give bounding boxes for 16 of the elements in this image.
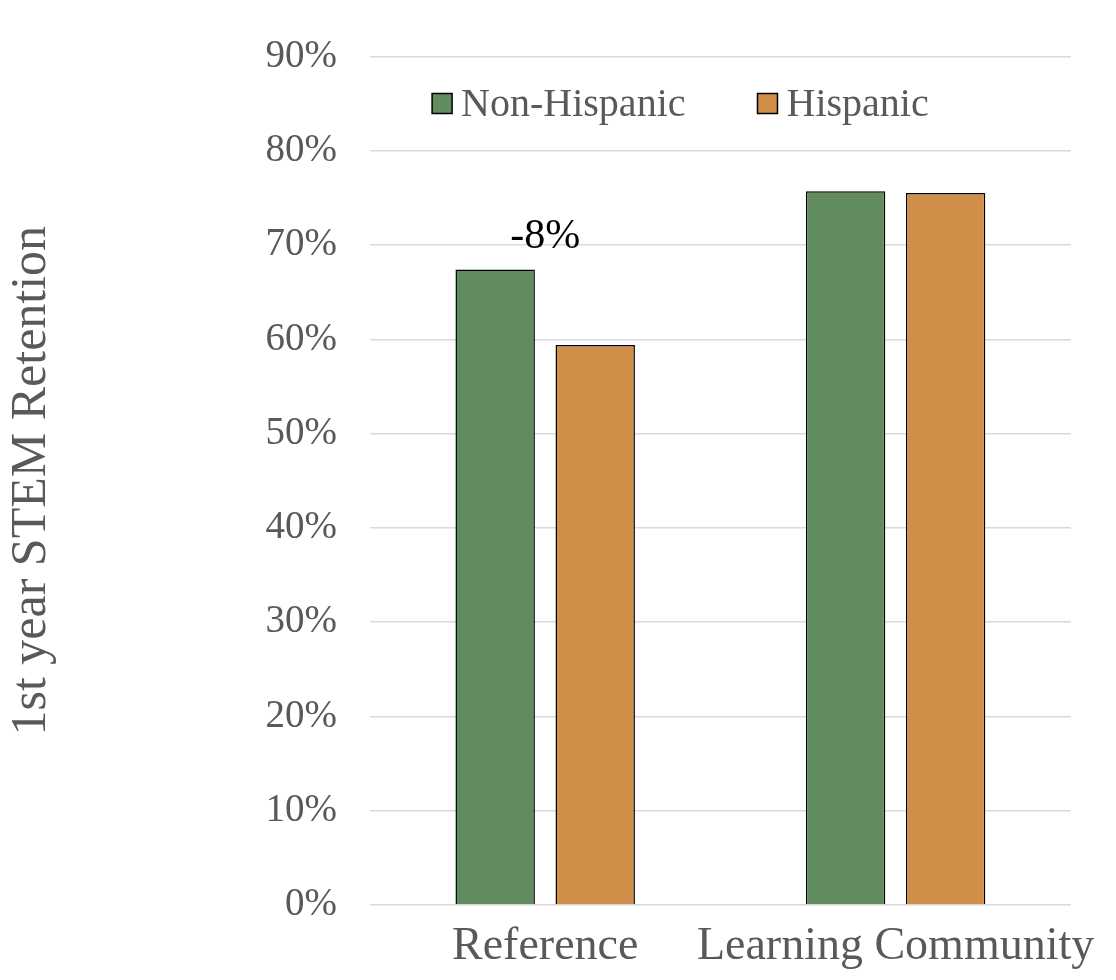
- y-tick-label: 10%: [265, 785, 337, 829]
- legend-label: Hispanic: [786, 79, 929, 125]
- y-tick-label: 40%: [265, 503, 337, 547]
- y-tick-label: 30%: [265, 597, 337, 641]
- x-tick-label: Reference: [451, 917, 639, 969]
- x-tick-label: Learning Community: [696, 917, 1095, 969]
- y-tick-label: 80%: [265, 125, 337, 169]
- y-tick-label: 0%: [285, 880, 337, 924]
- y-tick-label: 60%: [265, 314, 337, 358]
- annotation: -8%: [510, 210, 581, 257]
- y-tick-label: 90%: [265, 31, 337, 75]
- y-tick-label: 20%: [265, 691, 337, 735]
- legend-label: Non-Hispanic: [461, 79, 686, 125]
- y-tick-label: 50%: [265, 408, 337, 452]
- y-tick-label: 70%: [265, 220, 337, 264]
- y-axis-title: 1st year STEM Retention: [0, 225, 57, 736]
